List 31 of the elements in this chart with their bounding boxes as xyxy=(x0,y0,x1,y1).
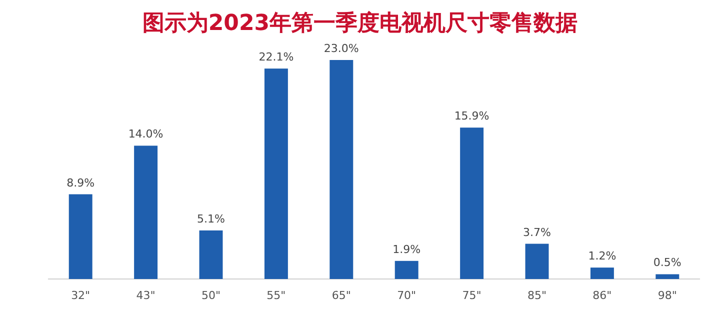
data-label: 1.2% xyxy=(588,250,616,263)
data-label: 5.1% xyxy=(197,212,225,226)
x-tick-label: 55" xyxy=(266,289,286,302)
bar xyxy=(460,128,484,279)
data-label: 0.5% xyxy=(653,256,682,270)
bar xyxy=(264,68,288,279)
data-label: 22.1% xyxy=(258,50,294,64)
bar xyxy=(590,268,614,279)
x-tick-label: 50" xyxy=(201,289,221,302)
data-label: 8.9% xyxy=(66,176,95,190)
data-label: 23.0% xyxy=(324,42,359,55)
x-tick-label: 85" xyxy=(527,289,547,302)
bar xyxy=(68,194,92,279)
bar xyxy=(656,274,680,279)
bar xyxy=(394,260,418,279)
data-label: 3.7% xyxy=(523,226,551,239)
chart-title: 图示为2023年第一季度电视机尺寸零售数据 xyxy=(142,10,578,36)
x-tick-label: 32" xyxy=(71,289,90,302)
bar xyxy=(330,60,354,279)
x-tick-label: 75" xyxy=(462,289,482,302)
x-tick-label: 86" xyxy=(592,289,612,302)
x-tick-label: 65" xyxy=(332,289,351,302)
data-label: 1.9% xyxy=(392,242,421,256)
data-label: 15.9% xyxy=(454,110,490,123)
bar xyxy=(199,230,223,279)
x-tick-label: 98" xyxy=(658,289,677,302)
bar xyxy=(134,146,158,279)
data-label: 14.0% xyxy=(128,128,164,141)
bar xyxy=(525,244,549,279)
x-tick-label: 43" xyxy=(136,289,156,302)
x-tick-label: 70" xyxy=(397,289,416,302)
